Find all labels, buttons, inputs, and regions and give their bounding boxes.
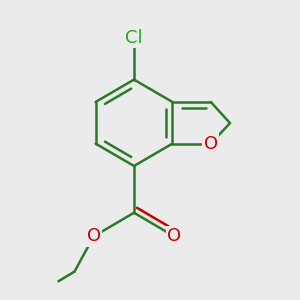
Text: O: O: [167, 227, 182, 245]
Text: Cl: Cl: [125, 29, 143, 47]
Text: O: O: [87, 227, 101, 245]
Text: O: O: [204, 135, 218, 153]
